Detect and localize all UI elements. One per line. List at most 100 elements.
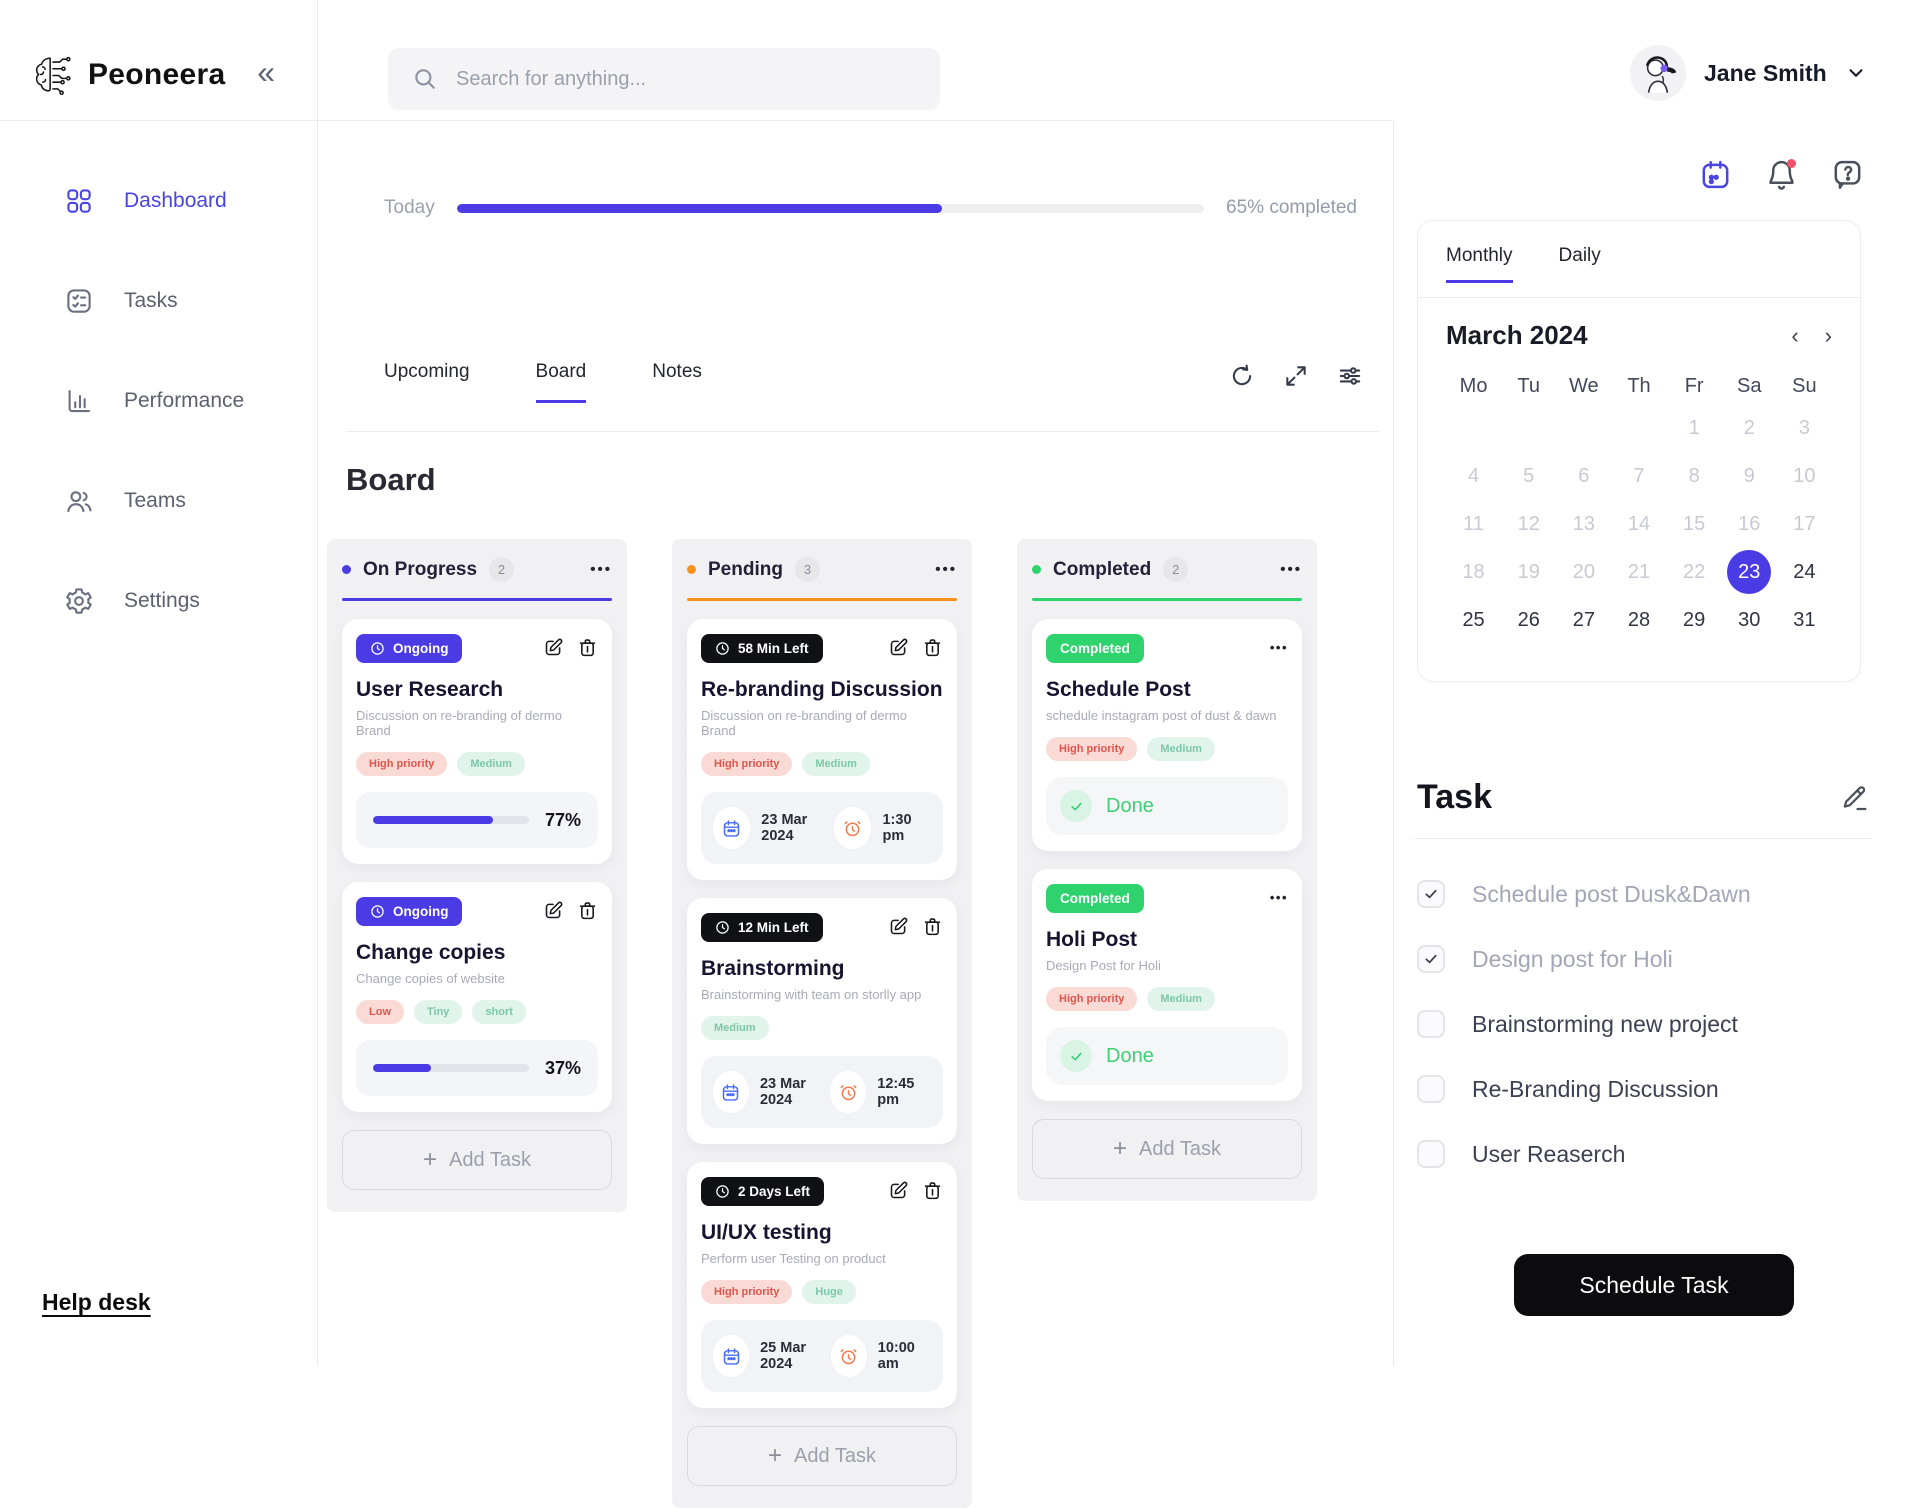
edit-icon[interactable] <box>543 900 564 921</box>
checkbox[interactable] <box>1417 880 1445 908</box>
calendar-next-icon[interactable]: › <box>1824 322 1832 348</box>
progress-bar <box>456 203 1205 213</box>
card-menu-icon[interactable]: ••• <box>1269 640 1288 655</box>
calendar-selected-day: 23 <box>1727 550 1772 594</box>
schedule-task-button[interactable]: Schedule Task <box>1514 1254 1794 1316</box>
edit-icon[interactable] <box>888 1180 909 1201</box>
calendar-day-12[interactable]: 12 <box>1517 512 1540 535</box>
calendar-day-24[interactable]: 24 <box>1793 560 1816 583</box>
task-card[interactable]: Completed ••• Schedule Post schedule instag… <box>1032 619 1302 851</box>
user-menu[interactable]: Jane Smith <box>1630 45 1867 101</box>
calendar-day-16[interactable]: 16 <box>1738 512 1761 535</box>
calendar-day-9[interactable]: 9 <box>1743 464 1755 487</box>
calendar-day-31[interactable]: 31 <box>1793 608 1816 631</box>
sidebar-item-teams[interactable]: Teams <box>0 451 317 551</box>
card-menu-icon[interactable]: ••• <box>1269 890 1288 905</box>
trash-icon[interactable] <box>922 637 943 658</box>
calendar-day-17[interactable]: 17 <box>1793 512 1816 535</box>
edit-tasks-icon[interactable] <box>1840 783 1869 812</box>
card-header: 58 Min Left <box>701 634 943 663</box>
edit-icon[interactable] <box>543 637 564 658</box>
calendar-day-23[interactable]: 23 <box>1726 548 1772 596</box>
trash-icon[interactable] <box>577 637 598 658</box>
calendar-day-5[interactable]: 5 <box>1523 464 1535 487</box>
tab-board[interactable]: Board <box>535 361 587 403</box>
sidebar-item-settings[interactable]: Settings <box>0 551 317 651</box>
calendar-day-22[interactable]: 22 <box>1683 560 1706 583</box>
help-desk-link[interactable]: Help desk <box>42 1289 151 1315</box>
add-task-button[interactable]: + Add Task <box>342 1130 612 1190</box>
alarm-icon <box>830 1335 867 1377</box>
kanban-board: On Progress 2 ••• Ongoing User Research Discu… <box>327 539 1317 1508</box>
calendar-day-14[interactable]: 14 <box>1627 512 1651 535</box>
calendar-prev-icon[interactable]: ‹ <box>1791 322 1799 348</box>
calendar-day-8[interactable]: 8 <box>1688 464 1700 487</box>
calendar-day-21[interactable]: 21 <box>1627 560 1651 583</box>
calendar-tab-daily[interactable]: Daily <box>1558 245 1601 266</box>
checkbox[interactable] <box>1417 1140 1445 1168</box>
calendar-day-27[interactable]: 27 <box>1572 608 1595 631</box>
column-menu-icon[interactable]: ••• <box>1280 561 1302 578</box>
checkbox[interactable] <box>1417 1010 1445 1038</box>
tasks-icon <box>64 286 94 316</box>
sidebar-item-performance[interactable]: Performance <box>0 351 317 451</box>
add-task-button[interactable]: + Add Task <box>687 1426 957 1486</box>
calendar-day-6[interactable]: 6 <box>1578 464 1590 487</box>
calendar-day-4[interactable]: 4 <box>1468 464 1480 487</box>
calendar-day-3[interactable]: 3 <box>1798 416 1810 439</box>
clock-icon <box>715 641 730 656</box>
sidebar-item-dashboard[interactable]: Dashboard <box>0 151 317 251</box>
calendar-day-13[interactable]: 13 <box>1572 512 1595 535</box>
main-content: Today 65% completed Upcoming Board Notes B… <box>318 121 1393 1508</box>
column-menu-icon[interactable]: ••• <box>590 561 612 578</box>
calendar-day-15[interactable]: 15 <box>1683 512 1706 535</box>
sidebar-collapse-icon[interactable]: « <box>257 54 275 90</box>
calendar-day-25[interactable]: 25 <box>1462 608 1485 631</box>
edit-icon[interactable] <box>888 637 909 658</box>
task-card[interactable]: 12 Min Left Brainstorming Brainstorming wi… <box>687 898 957 1144</box>
task-card[interactable]: Ongoing User Research Discussion on re-bra… <box>342 619 612 864</box>
task-card[interactable]: 2 Days Left UI/UX testing Perform user Tes… <box>687 1162 957 1408</box>
checkbox[interactable] <box>1417 945 1445 973</box>
calendar-day-30[interactable]: 30 <box>1738 608 1761 631</box>
search-bar[interactable] <box>388 48 940 110</box>
sidebar-item-tasks[interactable]: Tasks <box>0 251 317 351</box>
clock-icon <box>370 904 385 919</box>
tab-upcoming[interactable]: Upcoming <box>384 361 470 382</box>
trash-icon[interactable] <box>922 916 943 937</box>
calendar-day-18[interactable]: 18 <box>1462 560 1485 583</box>
calendar-day-29[interactable]: 29 <box>1683 608 1706 631</box>
board-column-pending: Pending 3 ••• 58 Min Left Re-branding Discus… <box>672 539 972 1508</box>
calendar-day-7[interactable]: 7 <box>1633 464 1645 487</box>
help-icon[interactable] <box>1831 158 1864 191</box>
tag-green: Medium <box>1147 737 1215 761</box>
expand-icon[interactable] <box>1283 363 1309 389</box>
trash-icon[interactable] <box>922 1180 943 1201</box>
task-card[interactable]: Completed ••• Holi Post Design Post for Hol… <box>1032 869 1302 1101</box>
calendar-day-20[interactable]: 20 <box>1572 560 1595 583</box>
task-card[interactable]: Ongoing Change copies Change copies of web… <box>342 882 612 1112</box>
calendar-day-10[interactable]: 10 <box>1793 464 1816 487</box>
sidebar-item-label: Teams <box>124 489 186 512</box>
calendar-day-11[interactable]: 11 <box>1463 512 1484 535</box>
calendar-day-2[interactable]: 2 <box>1743 416 1755 439</box>
calendar-day-26[interactable]: 26 <box>1517 608 1540 631</box>
trash-icon[interactable] <box>577 900 598 921</box>
add-task-button[interactable]: + Add Task <box>1032 1119 1302 1179</box>
notifications-bell-icon[interactable] <box>1765 158 1798 191</box>
calendar-tab-monthly[interactable]: Monthly <box>1446 245 1513 283</box>
refresh-icon[interactable] <box>1229 363 1255 389</box>
calendar-icon[interactable] <box>1699 158 1732 191</box>
calendar-day-1[interactable]: 1 <box>1688 416 1700 439</box>
calendar-day-28[interactable]: 28 <box>1627 608 1651 631</box>
tab-notes[interactable]: Notes <box>652 361 702 382</box>
search-input[interactable] <box>456 67 916 91</box>
right-panel-divider <box>1393 121 1394 1366</box>
filter-sliders-icon[interactable] <box>1337 363 1363 389</box>
column-menu-icon[interactable]: ••• <box>935 561 957 578</box>
edit-icon[interactable] <box>888 916 909 937</box>
calendar-day-19[interactable]: 19 <box>1517 560 1540 583</box>
check-circle-icon <box>1060 1040 1092 1072</box>
task-card[interactable]: 58 Min Left Re-branding Discussion Discuss… <box>687 619 957 880</box>
checkbox[interactable] <box>1417 1075 1445 1103</box>
